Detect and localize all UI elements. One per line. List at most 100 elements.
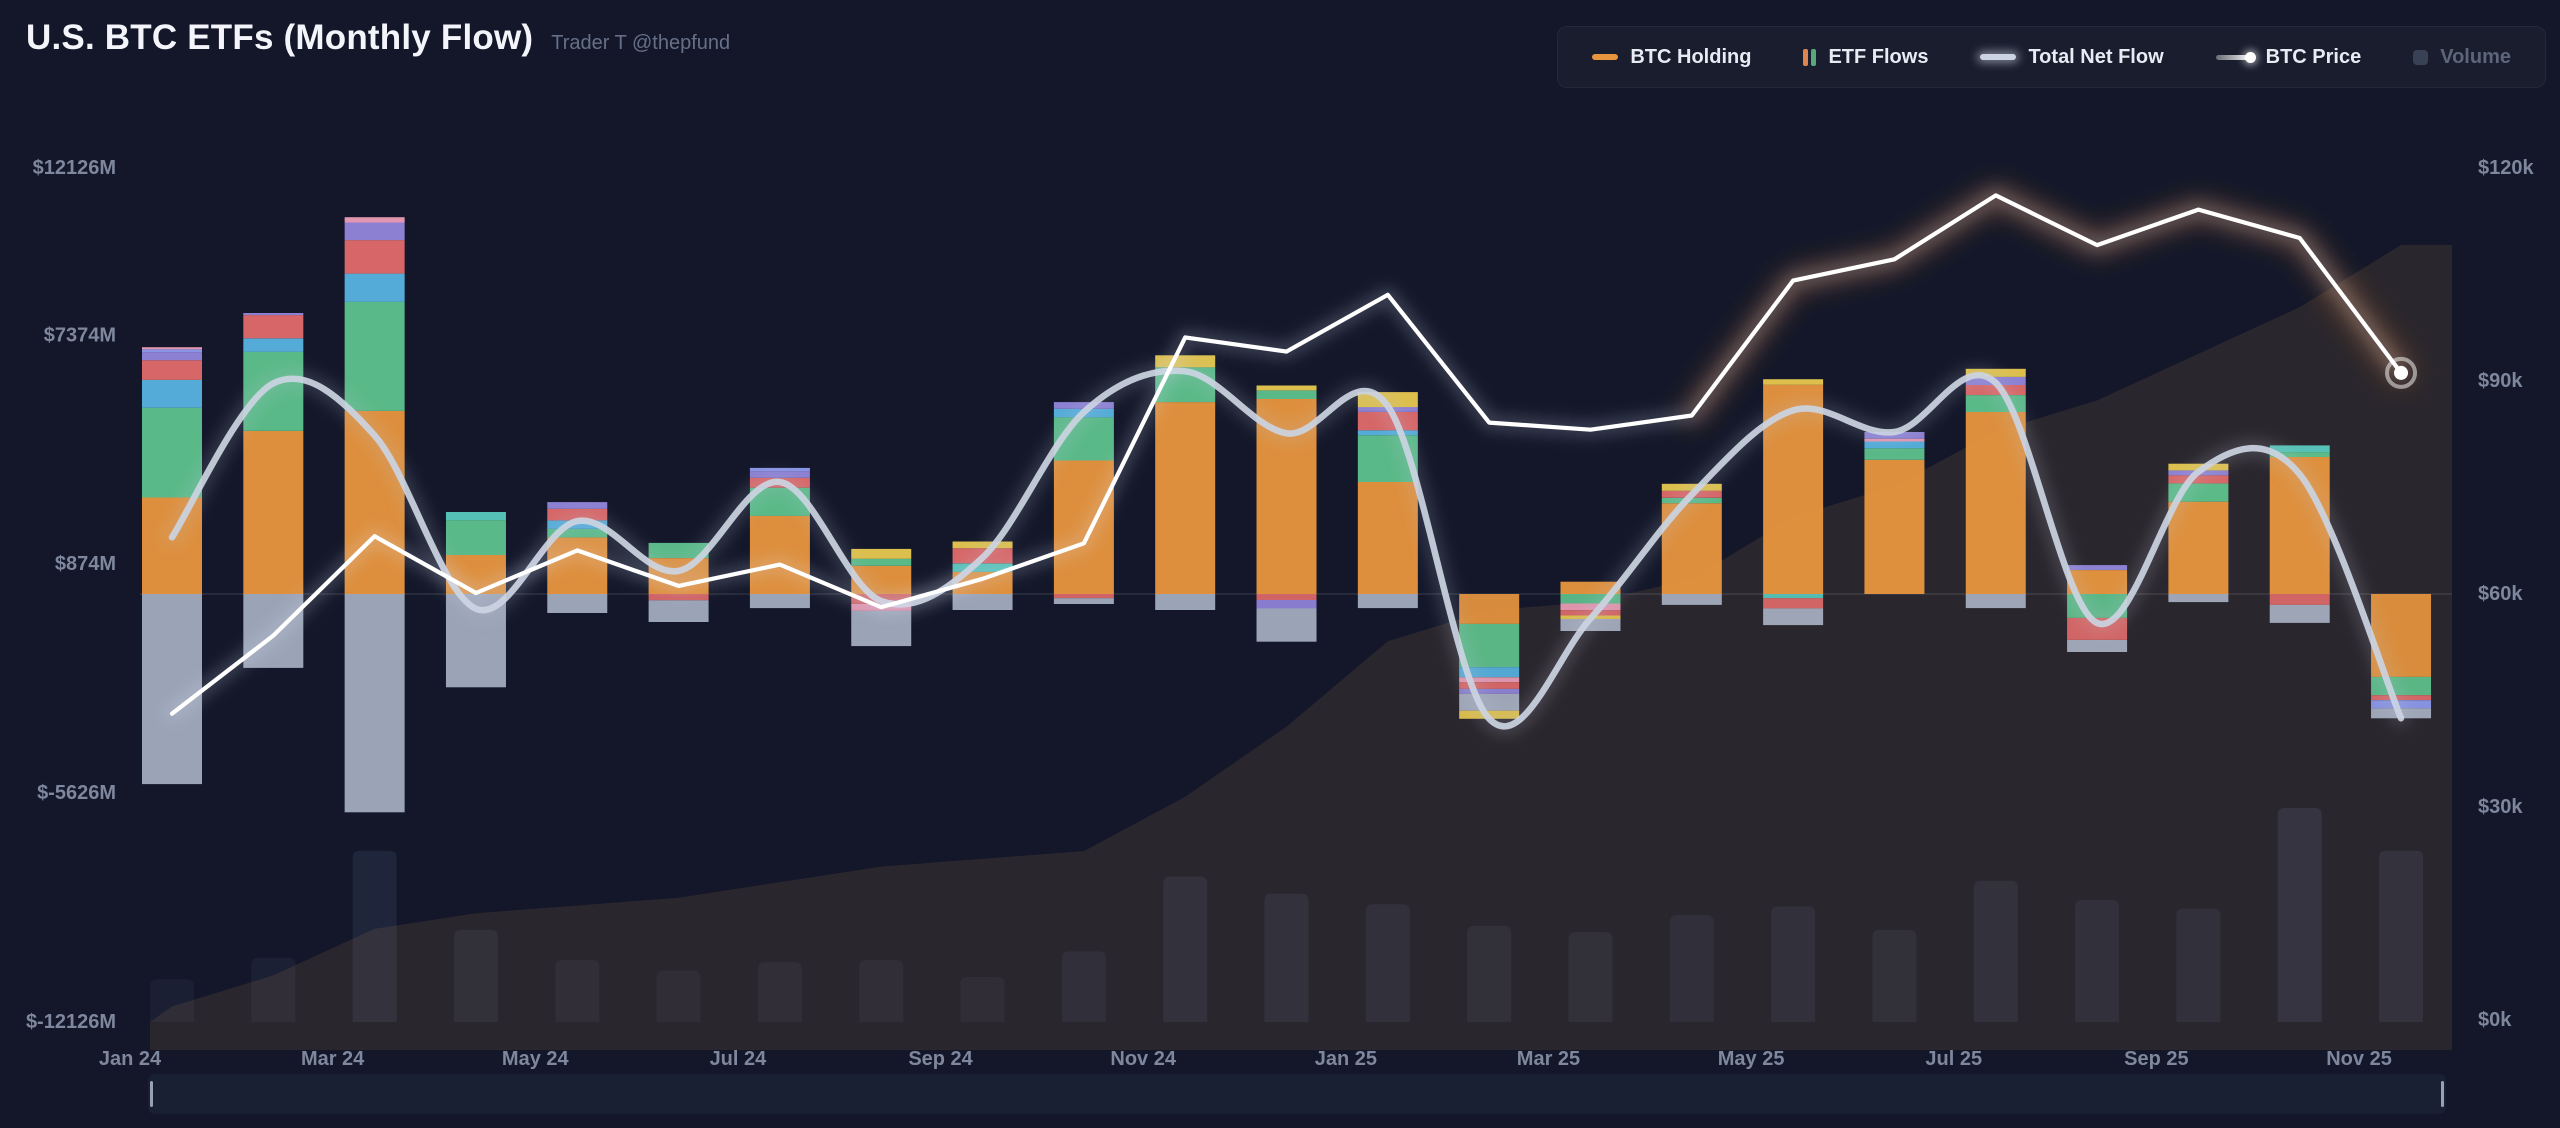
flow-segment-violet[interactable]	[142, 349, 202, 353]
flow-segment-neg-gray[interactable]	[749, 594, 810, 609]
volume-bar[interactable]	[1365, 904, 1410, 1022]
flow-segment-green[interactable]	[445, 520, 506, 555]
flow-segment-green[interactable]	[142, 407, 202, 498]
flow-segment-green[interactable]	[1864, 448, 1925, 460]
flow-segment-orange[interactable]	[1357, 482, 1418, 594]
flow-segment-neg-gray[interactable]	[1053, 598, 1114, 604]
flow-segment-neg-orange[interactable]	[1459, 594, 1520, 624]
flow-segment-neg-red[interactable]	[648, 594, 709, 601]
legend-item-etf-flows[interactable]: ETF Flows	[1803, 46, 1928, 69]
flow-segment-orange[interactable]	[1965, 412, 2026, 594]
flow-segment-green[interactable]	[2269, 452, 2330, 457]
flow-segment-neg-gray[interactable]	[1661, 594, 1722, 605]
volume-bars[interactable]	[150, 808, 2424, 1022]
net-flow-path[interactable]	[168, 367, 2405, 730]
price-path[interactable]	[169, 193, 2404, 716]
volume-bar[interactable]	[453, 929, 498, 1022]
time-range-brush[interactable]	[148, 1074, 2446, 1114]
flow-segment-neg-blue[interactable]	[1459, 667, 1520, 678]
flow-segment-red[interactable]	[344, 240, 405, 274]
flow-segment-neg-gray[interactable]	[2269, 604, 2330, 623]
flow-segment-green[interactable]	[851, 558, 912, 566]
btc-price-line[interactable]	[166, 186, 2418, 720]
flow-segment-purple[interactable]	[243, 313, 304, 316]
flow-segment-yellow[interactable]	[1965, 368, 2026, 377]
flow-segment-neg-pink[interactable]	[1560, 603, 1621, 611]
flow-segment-neg-gray[interactable]	[851, 610, 912, 647]
volume-bar[interactable]	[2176, 908, 2221, 1022]
flow-segment-yellow[interactable]	[1763, 379, 1824, 385]
flow-segment-neg-red[interactable]	[1256, 594, 1317, 600]
flow-segment-red[interactable]	[243, 315, 304, 339]
brush-handle-right[interactable]	[2441, 1081, 2444, 1107]
flow-segment-neg-gray[interactable]	[1256, 608, 1317, 642]
btc-holding-area-shape[interactable]	[150, 245, 2452, 1050]
flow-segment-orange[interactable]	[2168, 501, 2229, 594]
volume-bar[interactable]	[150, 979, 194, 1022]
legend-item-btc-price[interactable]: BTC Price	[2215, 46, 2361, 69]
flow-segment-violet[interactable]	[749, 467, 810, 472]
flow-segment-orange[interactable]	[2067, 570, 2128, 594]
volume-bar[interactable]	[555, 959, 600, 1022]
volume-bar[interactable]	[2075, 900, 2120, 1022]
flow-segment-blue[interactable]	[142, 379, 202, 408]
volume-bar[interactable]	[1973, 880, 2018, 1022]
flow-segment-neg-green[interactable]	[1560, 594, 1621, 604]
volume-bar[interactable]	[2379, 850, 2424, 1022]
flow-segment-orange[interactable]	[243, 431, 304, 594]
flow-segment-orange[interactable]	[1155, 402, 1216, 594]
flow-segment-blue[interactable]	[1357, 430, 1418, 436]
legend-item-total-net-flow[interactable]: Total Net Flow	[1980, 46, 2164, 69]
flow-segment-neg-gray[interactable]	[1155, 594, 1216, 610]
volume-bar[interactable]	[1568, 932, 1613, 1022]
flow-segment-yellow[interactable]	[952, 541, 1013, 549]
flow-segment-neg-gray[interactable]	[344, 594, 405, 813]
flow-segment-neg-gray[interactable]	[1763, 608, 1824, 626]
flow-segment-neg-teal[interactable]	[1763, 594, 1824, 599]
flow-segment-green[interactable]	[1256, 390, 1317, 400]
flow-segment-neg-gray[interactable]	[648, 600, 709, 622]
volume-bar[interactable]	[1264, 893, 1309, 1022]
flow-segment-blue[interactable]	[243, 338, 304, 352]
volume-bar[interactable]	[1061, 951, 1106, 1022]
flow-segment-pink[interactable]	[344, 217, 405, 223]
flow-segment-pink[interactable]	[142, 347, 202, 350]
flow-segment-green[interactable]	[547, 528, 608, 538]
flow-segment-neg-pink[interactable]	[1459, 677, 1520, 683]
flow-segment-neg-gray[interactable]	[952, 594, 1013, 610]
flow-segment-blue[interactable]	[1864, 441, 1925, 449]
legend-item-btc-holding[interactable]: BTC Holding	[1592, 46, 1751, 69]
total-net-flow-line[interactable]	[164, 363, 2409, 734]
btc-holding-area[interactable]	[150, 245, 2452, 1050]
flow-segment-purple[interactable]	[547, 502, 608, 509]
flow-segment-neg-gray[interactable]	[1357, 594, 1418, 609]
flow-segment-orange[interactable]	[749, 515, 810, 594]
flow-segment-red[interactable]	[142, 360, 202, 380]
flow-segment-orange[interactable]	[1864, 459, 1925, 594]
volume-bar[interactable]	[1163, 876, 1208, 1022]
flow-segment-neg-red[interactable]	[1053, 594, 1114, 599]
flow-segment-purple[interactable]	[344, 222, 405, 241]
volume-bar[interactable]	[757, 962, 802, 1022]
volume-bar[interactable]	[352, 850, 397, 1022]
flow-segment-yellow[interactable]	[851, 548, 912, 559]
volume-bar[interactable]	[859, 959, 904, 1022]
flow-segment-neg-red[interactable]	[2269, 594, 2330, 605]
volume-bar[interactable]	[1669, 915, 1714, 1022]
volume-bar[interactable]	[251, 957, 296, 1022]
flow-segment-teal[interactable]	[445, 512, 506, 521]
volume-bar[interactable]	[960, 977, 1005, 1022]
flow-segment-neg-red[interactable]	[1763, 598, 1824, 609]
flow-segment-blue[interactable]	[344, 273, 405, 302]
flow-segment-neg-gray[interactable]	[142, 594, 202, 785]
flow-segment-pink[interactable]	[1864, 438, 1925, 442]
flow-segment-orange[interactable]	[1053, 460, 1114, 595]
flow-segment-yellow[interactable]	[1256, 385, 1317, 391]
flow-segment-purple[interactable]	[142, 352, 202, 361]
brush-handle-left[interactable]	[150, 1081, 153, 1107]
volume-bar[interactable]	[656, 970, 701, 1022]
volume-bar[interactable]	[1872, 929, 1917, 1022]
flow-segment-neg-purple[interactable]	[1459, 688, 1520, 694]
price-end-marker[interactable]	[2394, 365, 2409, 380]
flow-segment-neg-gray[interactable]	[2168, 594, 2229, 603]
